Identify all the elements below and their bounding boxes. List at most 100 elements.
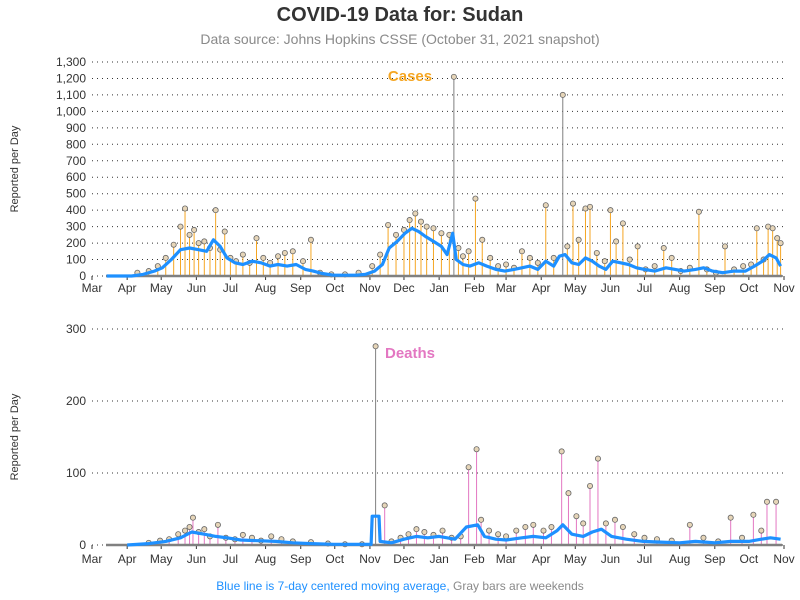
cases-y-tick-label: 700: [66, 154, 86, 168]
cases-x-tick-label: Mar: [82, 281, 103, 295]
cases-daily-point: [275, 253, 282, 260]
cases-x-tick-label: Jul: [637, 281, 652, 295]
cases-daily-point: [377, 251, 384, 258]
deaths-daily-point: [619, 524, 626, 531]
deaths-x-tick-label: Mar: [496, 552, 517, 566]
weekend-bars-note: Gray bars are weekends: [453, 579, 584, 593]
deaths-daily-point: [686, 521, 693, 528]
cases-daily-point: [740, 263, 747, 270]
cases-daily-point: [518, 248, 525, 255]
cases-daily-point: [559, 91, 566, 98]
cases-daily-point: [385, 221, 392, 228]
deaths-daily-point: [611, 516, 618, 523]
cases-x-tick-label: Jan: [429, 281, 448, 295]
deaths-y-tick-label: 100: [66, 466, 86, 480]
cases-daily-point: [393, 231, 400, 238]
cases-panel-title: Cases: [388, 68, 432, 85]
deaths-y-tick-label: 0: [79, 538, 86, 552]
deaths-daily-point: [201, 526, 208, 533]
deaths-x-tick-label: Nov: [359, 552, 380, 566]
cases-moving-average-line: [106, 226, 783, 278]
deaths-daily-point: [486, 527, 493, 534]
deaths-daily-point: [381, 502, 388, 509]
cases-daily-point: [195, 240, 202, 247]
cases-y-tick-label: 1,200: [56, 71, 86, 85]
deaths-daily-point: [478, 516, 485, 523]
cases-daily-point: [503, 261, 510, 268]
cases-daily-point: [695, 208, 702, 215]
deaths-x-tick-label: Oct: [739, 552, 758, 566]
cases-daily-point: [412, 210, 419, 217]
cases-daily-point: [417, 218, 424, 225]
cases-x-tick-label: Sep: [290, 281, 312, 295]
cases-x-tick-label: Nov: [773, 281, 794, 295]
cases-daily-point: [438, 230, 445, 237]
cases-x-tick-label: Mar: [496, 281, 517, 295]
cases-daily-point: [423, 223, 430, 230]
cases-y-tick-label: 1,300: [56, 55, 86, 69]
cases-x-tick-label: Oct: [325, 281, 344, 295]
deaths-daily-point: [558, 448, 565, 455]
cases-y-tick-label: 0: [79, 269, 86, 283]
cases-x-tick-label: May: [150, 281, 173, 295]
deaths-daily-point: [587, 482, 594, 489]
cases-daily-point: [201, 238, 208, 245]
deaths-daily-point: [372, 343, 379, 350]
cases-daily-point: [459, 253, 466, 260]
cases-daily-point: [239, 251, 246, 258]
cases-daily-point: [526, 254, 533, 261]
cases-panel: 0 100 200 300 400 500 600 700 800 900 1,000 1,100 1,…: [9, 55, 795, 295]
cases-daily-point: [542, 202, 549, 209]
deaths-daily-point: [522, 524, 529, 531]
chart-footnote: Blue line is 7-day centered moving avera…: [0, 579, 800, 593]
cases-daily-point: [619, 220, 626, 227]
deaths-panel-title: Deaths: [385, 345, 435, 362]
moving-average-note: Blue line is 7-day centered moving avera…: [216, 579, 450, 593]
deaths-daily-point: [214, 521, 221, 528]
deaths-daily-point: [700, 534, 707, 541]
cases-daily-point: [550, 254, 557, 261]
deaths-x-tick-label: Sep: [290, 552, 312, 566]
deaths-x-tick-label: Feb: [464, 552, 485, 566]
deaths-x-tick-label: Dec: [393, 552, 414, 566]
deaths-daily-point: [580, 520, 587, 527]
deaths-daily-point: [727, 514, 734, 521]
cases-daily-point: [369, 263, 376, 270]
deaths-daily-point: [175, 531, 182, 538]
cases-y-tick-label: 600: [66, 170, 86, 184]
deaths-x-tick-label: Mar: [82, 552, 103, 566]
cases-y-tick-label: 100: [66, 253, 86, 267]
cases-daily-point: [651, 263, 658, 270]
deaths-daily-point: [530, 521, 537, 528]
cases-daily-point: [587, 203, 594, 210]
cases-x-tick-label: Dec: [393, 281, 414, 295]
deaths-x-tick-label: May: [564, 552, 587, 566]
cases-y-tick-label: 300: [66, 220, 86, 234]
cases-daily-point: [300, 258, 307, 265]
cases-daily-point: [212, 207, 219, 214]
chart-subtitle: Data source: Johns Hopkins CSSE (October…: [200, 31, 600, 47]
deaths-daily-point: [602, 520, 609, 527]
cases-daily-point: [253, 235, 260, 242]
deaths-daily-point: [465, 464, 472, 471]
deaths-daily-point: [439, 527, 446, 534]
deaths-daily-point: [540, 527, 547, 534]
cases-x-tick-label: Nov: [359, 281, 380, 295]
cases-daily-point: [769, 225, 776, 232]
deaths-daily-point: [405, 531, 412, 538]
deaths-x-tick-label: Aug: [255, 552, 276, 566]
cases-daily-point: [186, 231, 193, 238]
cases-daily-point: [221, 228, 228, 235]
cases-daily-point: [191, 226, 198, 233]
deaths-daily-point: [189, 514, 196, 521]
chart-title: COVID-19 Data for: Sudan: [276, 4, 524, 26]
cases-daily-point: [626, 256, 633, 263]
cases-daily-point: [307, 236, 314, 243]
deaths-daily-point: [413, 526, 420, 533]
deaths-daily-point: [239, 531, 246, 538]
deaths-x-tick-label: Aug: [669, 552, 690, 566]
cases-x-tick-label: Apr: [532, 281, 551, 295]
cases-daily-point: [753, 225, 760, 232]
cases-daily-point: [430, 225, 437, 232]
cases-daily-point: [601, 258, 608, 265]
